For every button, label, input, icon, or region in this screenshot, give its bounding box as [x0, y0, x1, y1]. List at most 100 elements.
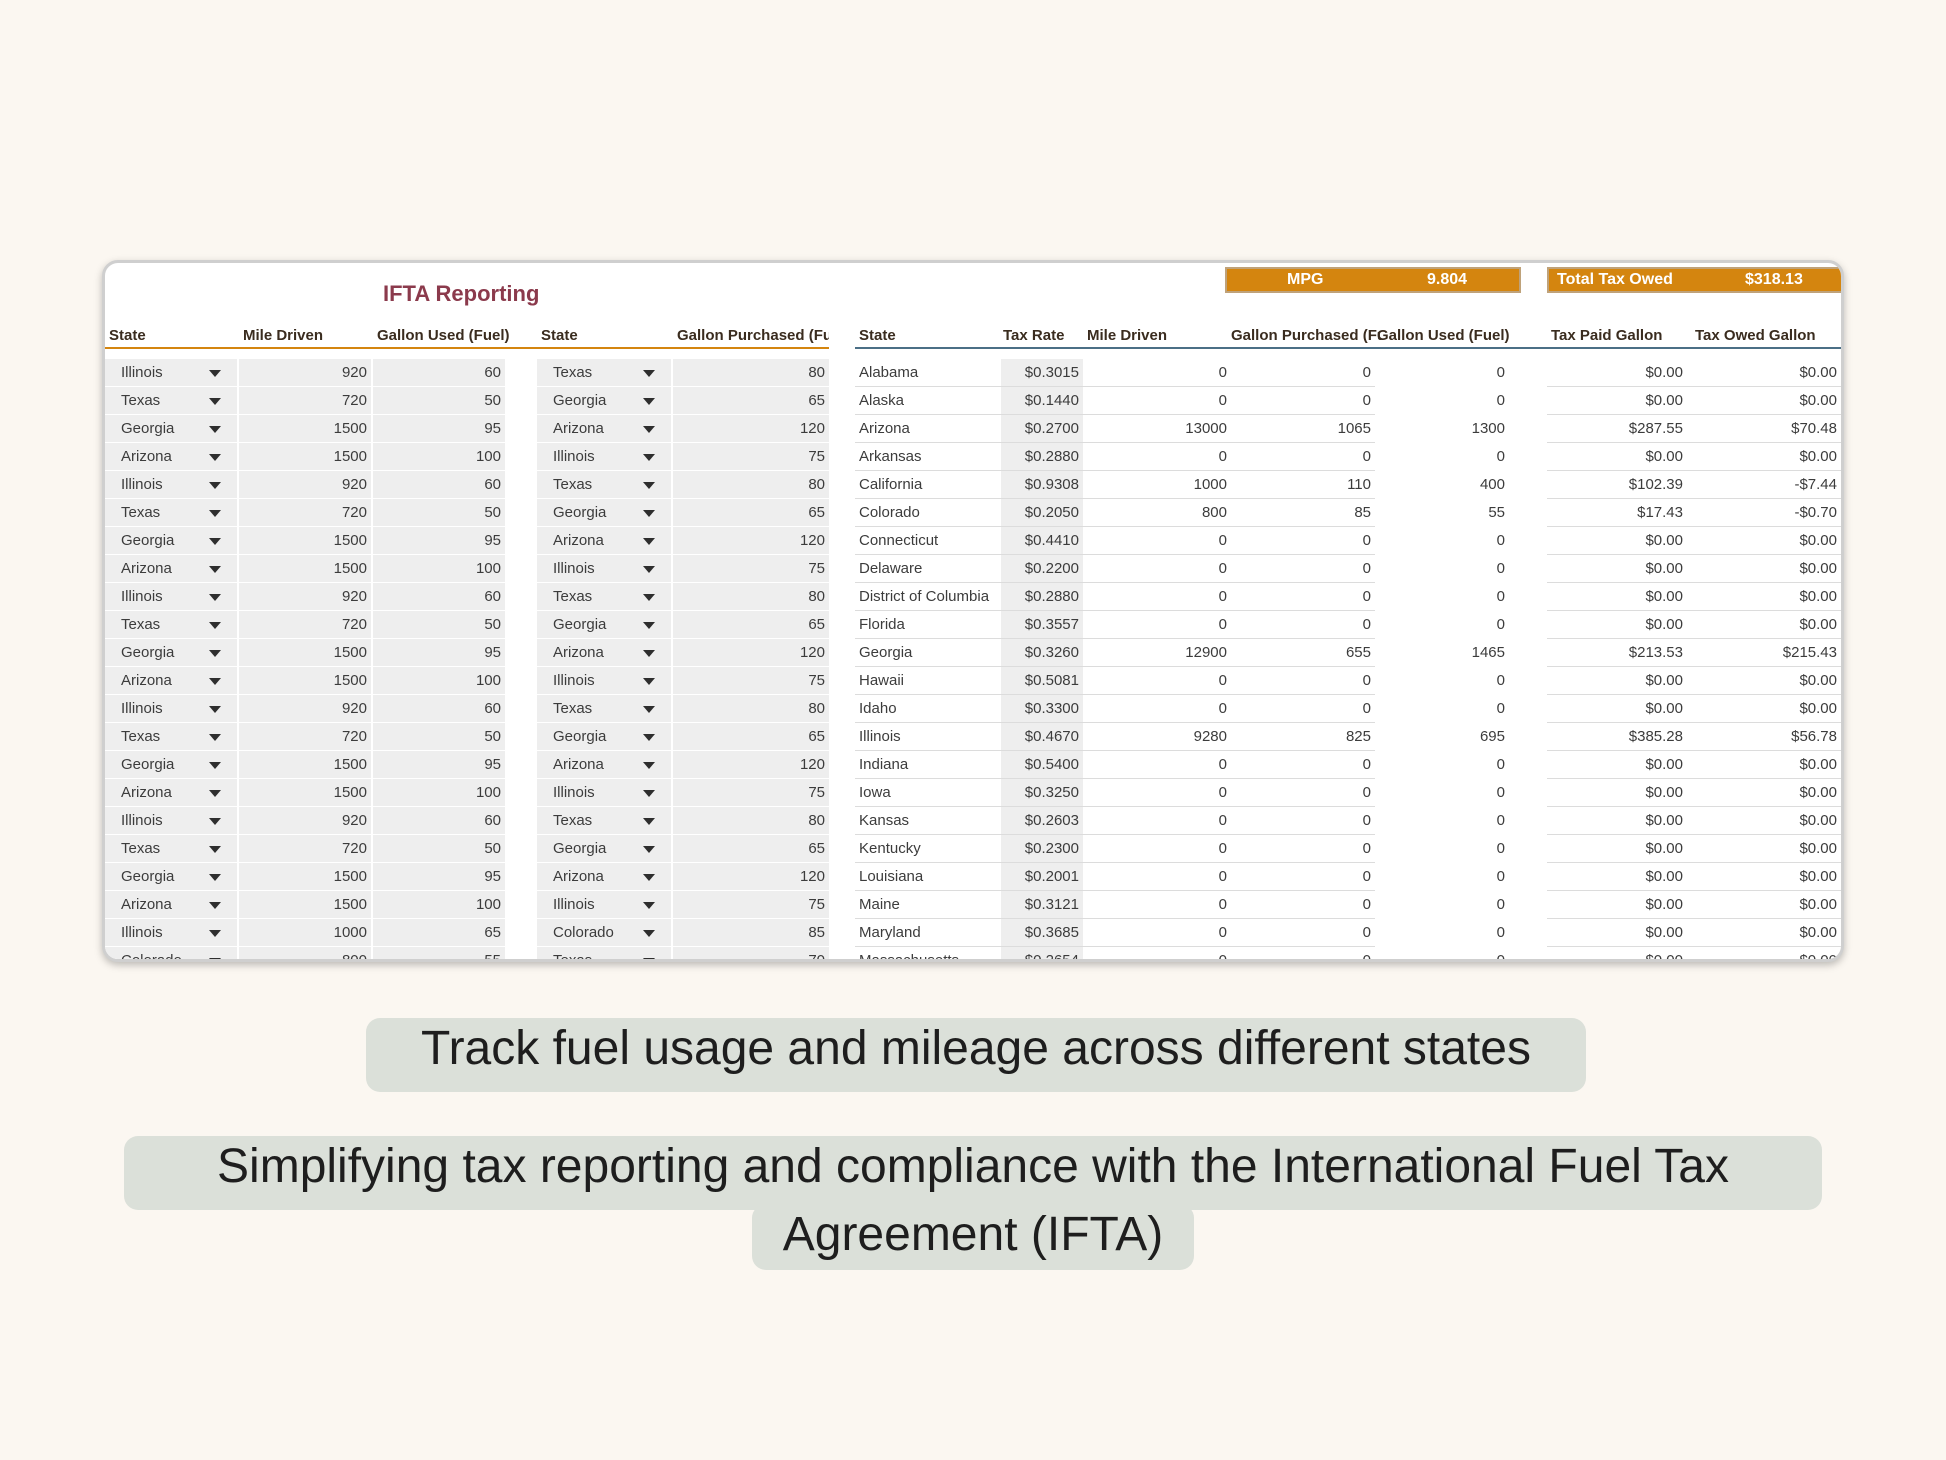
value-cell[interactable]: $213.53: [1628, 644, 1683, 661]
state-dropdown[interactable]: Georgia: [537, 723, 671, 750]
value-cell[interactable]: $0.4670: [1001, 723, 1083, 750]
number-cell[interactable]: 1500: [239, 527, 371, 554]
state-dropdown[interactable]: Arizona: [105, 443, 237, 470]
value-cell[interactable]: 9280: [1193, 728, 1227, 745]
value-cell[interactable]: $0.00: [1799, 560, 1837, 577]
value-cell[interactable]: 0: [1496, 812, 1505, 829]
dropdown-caret-icon[interactable]: [643, 958, 655, 959]
number-cell[interactable]: 1500: [239, 639, 371, 666]
value-cell[interactable]: $0.00: [1645, 672, 1683, 689]
number-cell[interactable]: 60: [373, 583, 505, 610]
state-dropdown[interactable]: Illinois: [105, 583, 237, 610]
value-cell[interactable]: $0.00: [1645, 840, 1683, 857]
value-cell[interactable]: 0: [1496, 952, 1505, 962]
value-cell[interactable]: $0.00: [1645, 924, 1683, 941]
value-cell[interactable]: 0: [1218, 812, 1227, 829]
number-cell[interactable]: 1500: [239, 751, 371, 778]
value-cell[interactable]: 0: [1362, 840, 1371, 857]
value-cell[interactable]: $0.00: [1645, 812, 1683, 829]
number-cell[interactable]: 920: [239, 583, 371, 610]
state-dropdown[interactable]: Illinois: [537, 555, 671, 582]
value-cell[interactable]: $0.00: [1799, 868, 1837, 885]
value-cell[interactable]: $0.00: [1645, 868, 1683, 885]
number-cell[interactable]: 75: [673, 667, 829, 694]
value-cell[interactable]: 0: [1496, 896, 1505, 913]
value-cell[interactable]: 0: [1218, 532, 1227, 549]
number-cell[interactable]: 1500: [239, 779, 371, 806]
value-cell[interactable]: 0: [1218, 588, 1227, 605]
value-cell[interactable]: 825: [1345, 728, 1371, 745]
value-cell[interactable]: 0: [1362, 756, 1371, 773]
state-dropdown[interactable]: Illinois: [105, 919, 237, 946]
number-cell[interactable]: 60: [373, 807, 505, 834]
number-cell[interactable]: 70: [673, 947, 829, 959]
value-cell[interactable]: $0.00: [1799, 812, 1837, 829]
value-cell[interactable]: 1000: [1193, 476, 1227, 493]
value-cell[interactable]: $0.00: [1645, 896, 1683, 913]
value-cell[interactable]: 1065: [1337, 420, 1371, 437]
value-cell[interactable]: $0.00: [1799, 784, 1837, 801]
value-cell[interactable]: 0: [1218, 392, 1227, 409]
number-cell[interactable]: 100: [373, 667, 505, 694]
state-name-cell[interactable]: Alaska: [859, 392, 905, 409]
state-dropdown[interactable]: Georgia: [105, 527, 237, 554]
number-cell[interactable]: 60: [373, 359, 505, 386]
value-cell[interactable]: 0: [1362, 532, 1371, 549]
state-dropdown[interactable]: Illinois: [537, 779, 671, 806]
state-name-cell[interactable]: Florida: [859, 616, 905, 633]
number-cell[interactable]: 75: [673, 555, 829, 582]
dropdown-caret-icon[interactable]: [209, 706, 221, 713]
state-dropdown[interactable]: Arizona: [537, 639, 671, 666]
state-name-cell[interactable]: Maryland: [859, 924, 921, 941]
number-cell[interactable]: 50: [373, 723, 505, 750]
value-cell[interactable]: $0.00: [1799, 392, 1837, 409]
number-cell[interactable]: 720: [239, 835, 371, 862]
state-dropdown[interactable]: Illinois: [105, 359, 237, 386]
number-cell[interactable]: 55: [373, 947, 505, 959]
value-cell[interactable]: $0.3250: [1001, 779, 1083, 806]
value-cell[interactable]: $0.2700: [1001, 415, 1083, 442]
value-cell[interactable]: 0: [1218, 840, 1227, 857]
number-cell[interactable]: 65: [373, 919, 505, 946]
state-dropdown[interactable]: Arizona: [537, 863, 671, 890]
state-dropdown[interactable]: Illinois: [105, 695, 237, 722]
state-dropdown[interactable]: Colorado: [105, 947, 237, 959]
state-dropdown[interactable]: Arizona: [537, 527, 671, 554]
state-dropdown[interactable]: Illinois: [537, 667, 671, 694]
dropdown-caret-icon[interactable]: [209, 566, 221, 573]
state-name-cell[interactable]: Kansas: [859, 812, 910, 829]
value-cell[interactable]: 0: [1362, 896, 1371, 913]
value-cell[interactable]: $0.00: [1645, 616, 1683, 633]
value-cell[interactable]: $102.39: [1628, 476, 1683, 493]
state-name-cell[interactable]: Arkansas: [859, 448, 922, 465]
dropdown-caret-icon[interactable]: [643, 454, 655, 461]
value-cell[interactable]: 0: [1218, 448, 1227, 465]
value-cell[interactable]: 1300: [1471, 420, 1505, 437]
value-cell[interactable]: 0: [1496, 616, 1505, 633]
value-cell[interactable]: -$0.70: [1794, 504, 1837, 521]
number-cell[interactable]: 65: [673, 499, 829, 526]
number-cell[interactable]: 100: [373, 555, 505, 582]
dropdown-caret-icon[interactable]: [209, 902, 221, 909]
state-dropdown[interactable]: Texas: [537, 695, 671, 722]
state-dropdown[interactable]: Texas: [537, 807, 671, 834]
value-cell[interactable]: $0.00: [1799, 840, 1837, 857]
dropdown-caret-icon[interactable]: [209, 426, 221, 433]
value-cell[interactable]: 12900: [1185, 644, 1227, 661]
value-cell[interactable]: 655: [1345, 644, 1371, 661]
value-cell[interactable]: 0: [1362, 924, 1371, 941]
state-dropdown[interactable]: Texas: [537, 471, 671, 498]
state-dropdown[interactable]: Illinois: [537, 891, 671, 918]
value-cell[interactable]: $56.78: [1791, 728, 1837, 745]
dropdown-caret-icon[interactable]: [209, 790, 221, 797]
value-cell[interactable]: 0: [1496, 448, 1505, 465]
dropdown-caret-icon[interactable]: [209, 874, 221, 881]
number-cell[interactable]: 1500: [239, 555, 371, 582]
value-cell[interactable]: $0.00: [1799, 532, 1837, 549]
dropdown-caret-icon[interactable]: [643, 762, 655, 769]
number-cell[interactable]: 720: [239, 499, 371, 526]
dropdown-caret-icon[interactable]: [643, 818, 655, 825]
value-cell[interactable]: 0: [1218, 700, 1227, 717]
value-cell[interactable]: 0: [1218, 672, 1227, 689]
number-cell[interactable]: 60: [373, 471, 505, 498]
